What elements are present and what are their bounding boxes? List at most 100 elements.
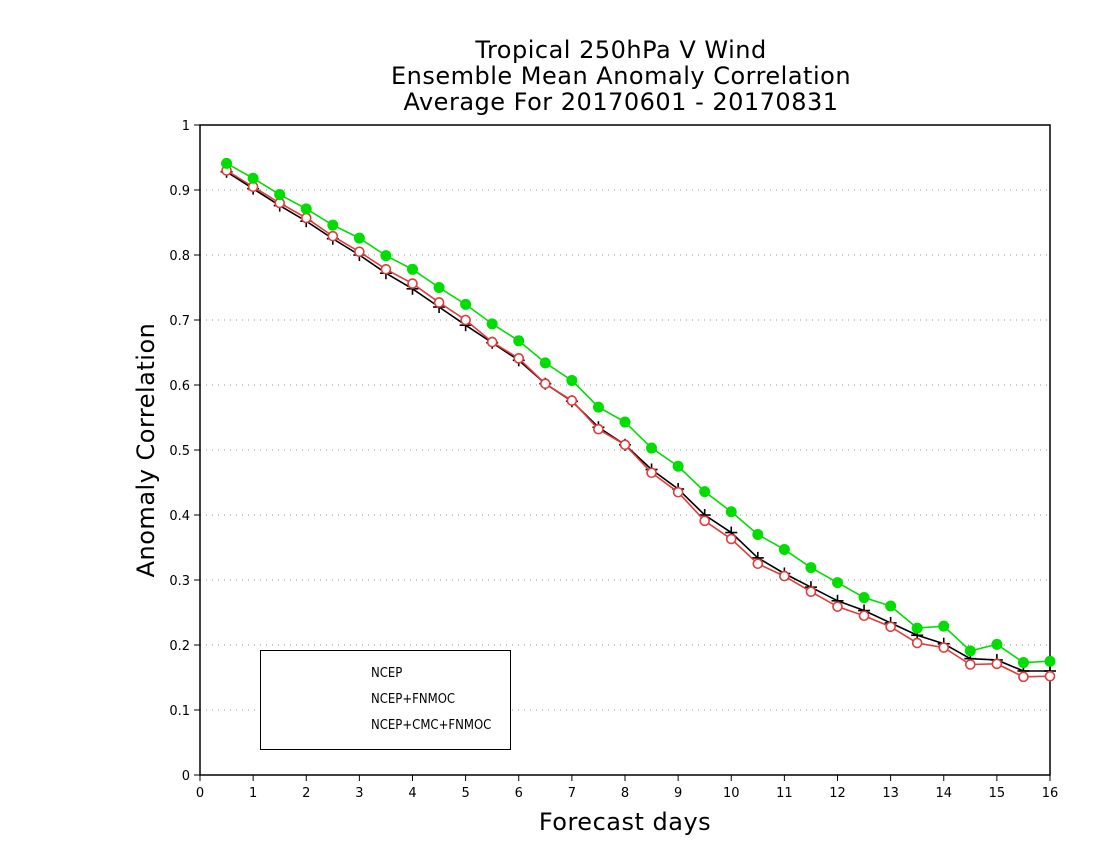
x-tick-label: 7 xyxy=(568,786,576,801)
data-point xyxy=(1044,670,1056,682)
data-point xyxy=(327,219,339,231)
data-point xyxy=(672,486,684,498)
x-tick-label: 3 xyxy=(355,786,363,801)
data-point xyxy=(965,659,976,670)
data-point xyxy=(300,212,312,224)
y-tick-label: 0.4 xyxy=(169,509,190,524)
legend-entry-ncep: NCEP xyxy=(261,663,510,689)
data-point xyxy=(593,423,604,435)
data-point xyxy=(646,442,658,454)
y-tick-label: 0.5 xyxy=(169,444,190,459)
data-point xyxy=(991,658,1003,670)
data-point xyxy=(327,230,339,242)
data-point xyxy=(964,645,976,657)
x-tick-label: 11 xyxy=(776,786,793,801)
y-tick-label: 0.9 xyxy=(169,184,190,199)
legend-label-ncep: NCEP xyxy=(371,666,403,681)
data-point xyxy=(938,620,950,632)
x-tick-label: 12 xyxy=(829,786,846,801)
data-point xyxy=(380,263,392,275)
data-point xyxy=(433,282,445,293)
chart-title-line-2: Ensemble Mean Anomaly Correlation xyxy=(390,62,852,90)
data-point xyxy=(832,601,843,612)
data-point xyxy=(1018,671,1029,683)
y-tick-label: 1 xyxy=(182,119,190,134)
axis-ticks: 00.10.20.30.40.50.60.70.80.910 1 2 3 4 5 6 7 8 9 1… xyxy=(169,119,1058,801)
data-point xyxy=(1044,655,1056,667)
chart-title-line-3: Average For 20170601 - 20170831 xyxy=(403,88,839,116)
series-1 xyxy=(221,165,1056,683)
y-tick-label: 0.6 xyxy=(169,379,190,394)
data-point xyxy=(672,460,684,472)
x-tick-label: 9 xyxy=(674,786,682,801)
y-axis-title: Anomaly Correlation xyxy=(132,322,160,578)
legend-entry-ncep-cmc-fnmoc: NCEP+CMC+FNMOC xyxy=(261,715,510,741)
data-point xyxy=(752,529,764,540)
data-point xyxy=(486,318,498,330)
data-point xyxy=(539,357,551,369)
data-point xyxy=(805,562,817,574)
data-point xyxy=(353,232,365,244)
x-tick-label: 2 xyxy=(302,786,310,801)
gridlines xyxy=(200,189,1050,711)
data-point xyxy=(646,467,657,479)
data-point xyxy=(513,335,525,347)
x-tick-label: 6 xyxy=(515,786,523,801)
data-point xyxy=(619,416,631,428)
data-point xyxy=(592,401,604,413)
data-point xyxy=(938,642,950,653)
x-tick-label: 16 xyxy=(1042,786,1059,801)
data-point xyxy=(380,250,392,262)
data-point xyxy=(354,246,365,258)
data-point xyxy=(805,586,817,598)
data-point xyxy=(725,506,737,518)
x-tick-label: 4 xyxy=(408,786,416,801)
data-point xyxy=(991,638,1003,650)
x-tick-label: 5 xyxy=(461,786,469,801)
data-point xyxy=(486,336,498,348)
legend-entry-ncep-fnmoc: NCEP+FNMOC xyxy=(261,689,510,715)
data-point xyxy=(460,298,472,310)
data-point xyxy=(699,515,710,527)
data-point xyxy=(221,157,233,169)
data-point xyxy=(911,622,923,634)
y-tick-label: 0.3 xyxy=(169,574,190,589)
data-point xyxy=(699,486,711,498)
data-point xyxy=(832,577,843,589)
x-tick-label: 8 xyxy=(621,786,629,801)
data-point xyxy=(566,374,578,386)
x-axis-title: Forecast days xyxy=(538,808,712,836)
series-line xyxy=(226,162,1051,664)
y-tick-label: 0.2 xyxy=(169,639,190,654)
data-point xyxy=(911,637,923,649)
data-point xyxy=(513,353,525,364)
data-point xyxy=(858,610,870,622)
x-tick-label: 0 xyxy=(196,786,204,801)
data-point xyxy=(407,278,418,289)
data-point xyxy=(885,621,896,633)
data-point xyxy=(300,203,312,215)
data-point xyxy=(274,189,286,201)
x-tick-label: 15 xyxy=(989,786,1006,801)
data-point xyxy=(1017,657,1029,669)
x-tick-label: 10 xyxy=(723,786,740,801)
x-tick-label: 1 xyxy=(249,786,257,801)
series-line xyxy=(226,169,1051,678)
legend: NCEP NCEP+FNMOC NCEP+CMC+FNMOC xyxy=(260,650,511,750)
data-point xyxy=(779,570,790,582)
y-tick-label: 0 xyxy=(182,769,190,784)
y-tick-label: 0.1 xyxy=(169,704,190,719)
data-point xyxy=(407,263,418,275)
series-line xyxy=(226,171,1050,672)
data-point xyxy=(566,395,578,406)
data-point xyxy=(247,172,259,184)
data-point xyxy=(725,533,737,545)
chart-title-line-1: Tropical 250hPa V Wind xyxy=(475,36,767,64)
x-tick-label: 14 xyxy=(935,786,952,801)
series-layer xyxy=(220,157,1056,683)
data-point xyxy=(433,297,445,308)
legend-label-ncep-fnmoc: NCEP+FNMOC xyxy=(371,692,456,707)
y-tick-label: 0.8 xyxy=(169,249,190,264)
data-point xyxy=(858,592,870,604)
series-2 xyxy=(221,157,1056,669)
